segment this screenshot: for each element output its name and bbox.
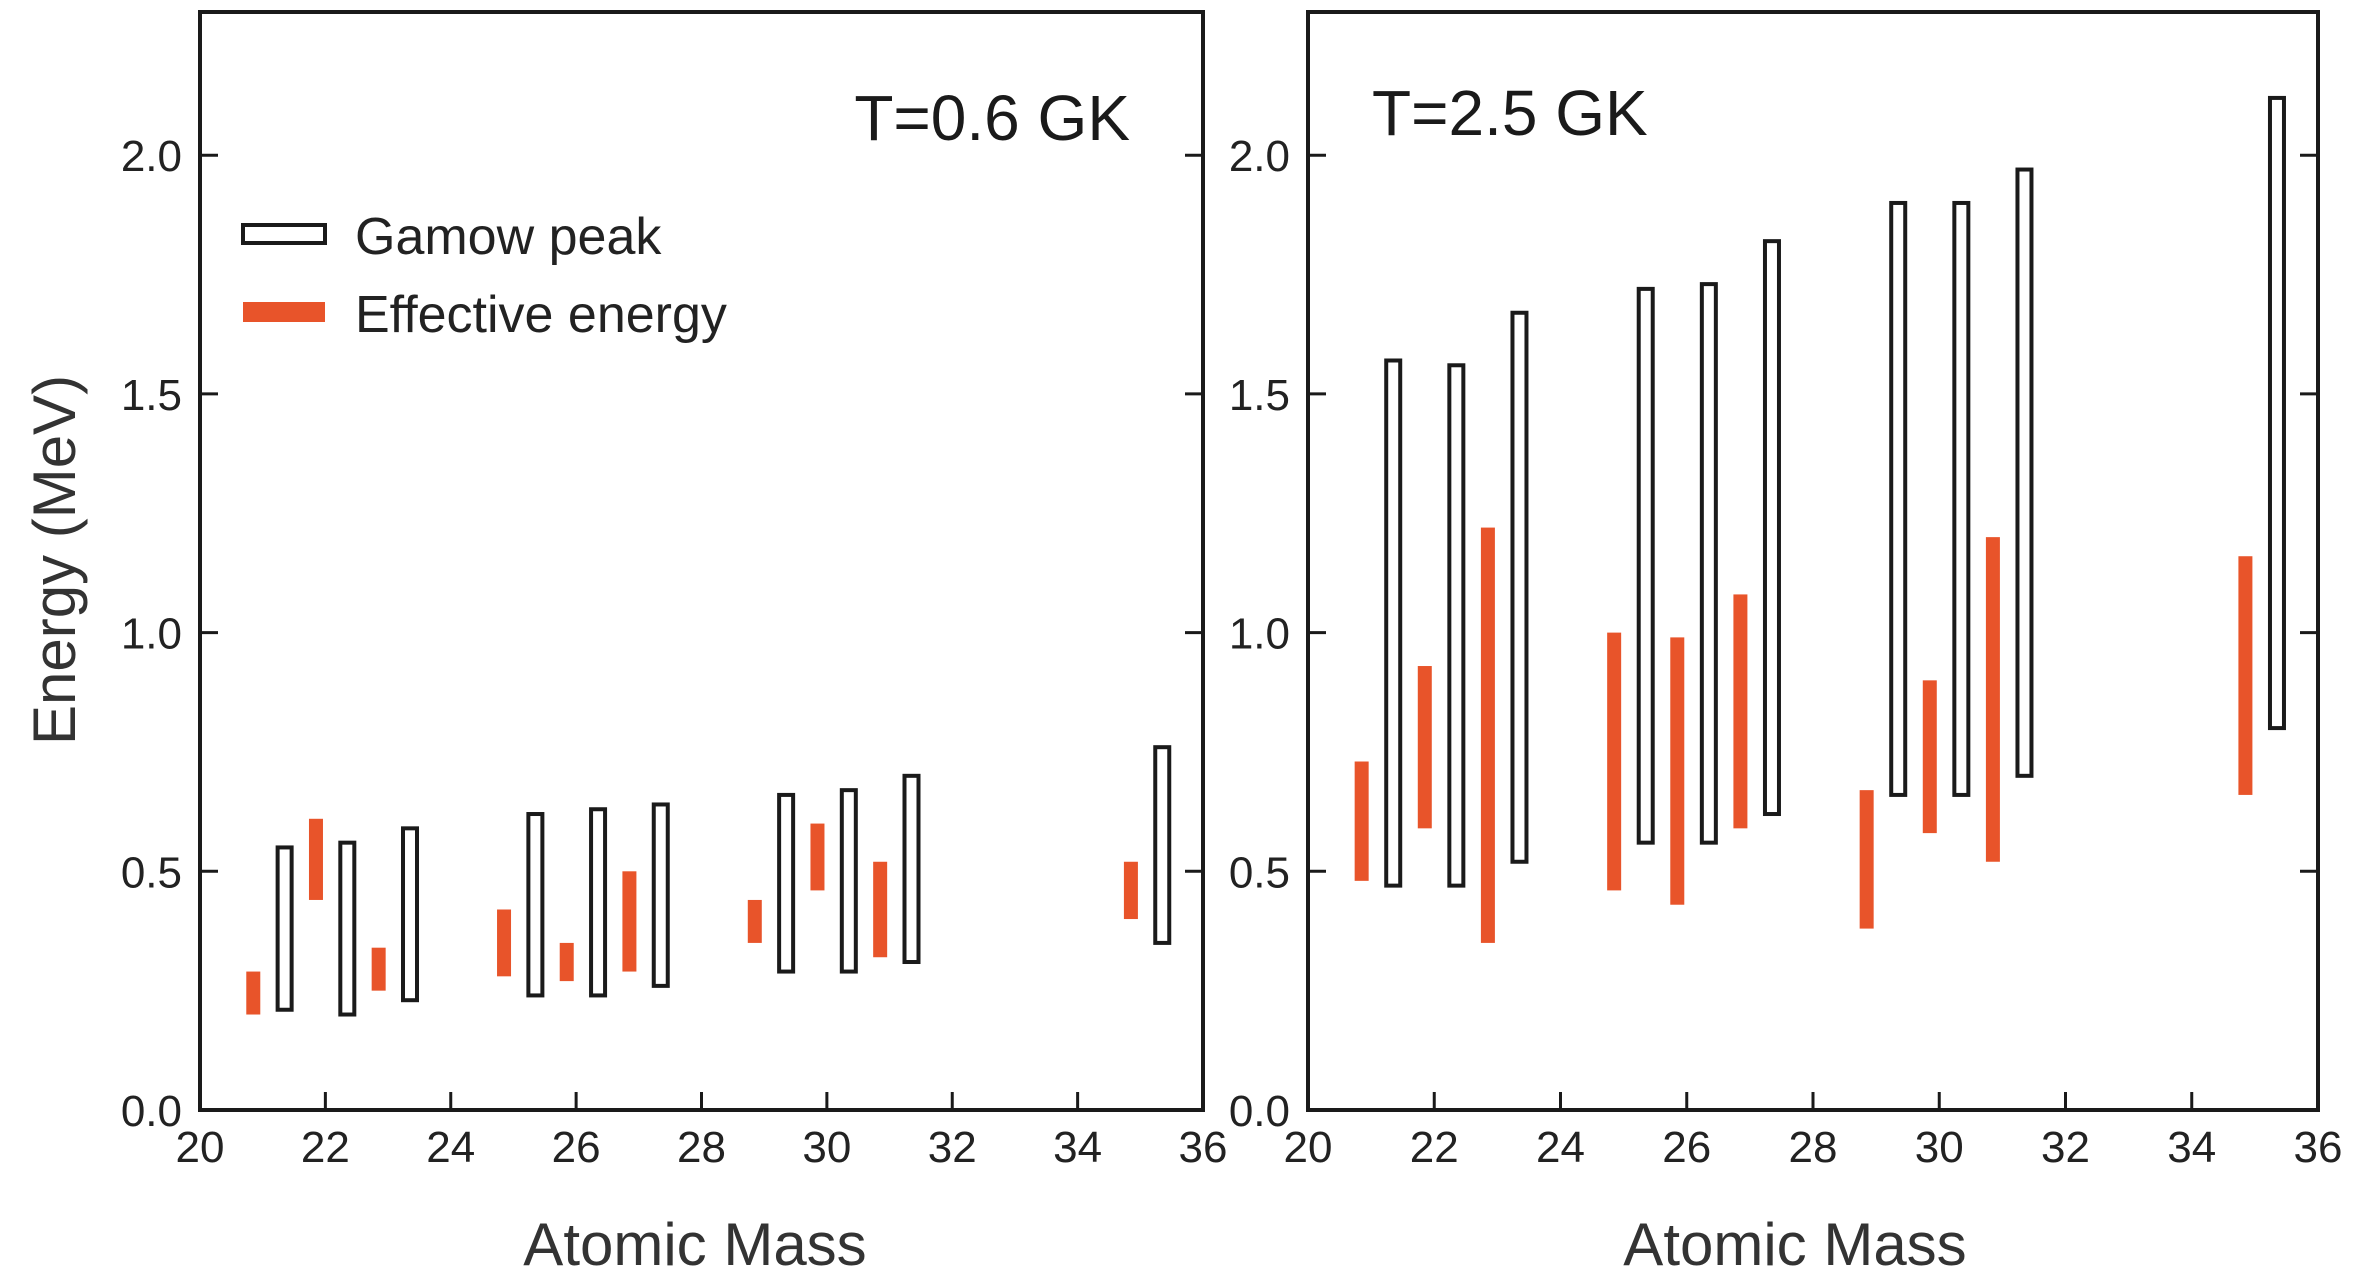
x-tick-label: 32 xyxy=(2041,1123,2090,1172)
gamow-peak-bar xyxy=(902,773,921,965)
gamow-peak-bar xyxy=(1384,358,1403,888)
y-tick-label: 0.0 xyxy=(1229,1087,1290,1136)
x-tick-label: 22 xyxy=(1410,1123,1459,1172)
gamow-peak-bar xyxy=(338,840,357,1017)
x-tick-label: 32 xyxy=(928,1123,977,1172)
x-tick-label: 34 xyxy=(2167,1123,2216,1172)
x-tick-label: 26 xyxy=(1662,1123,1711,1172)
y-tick-label: 1.5 xyxy=(121,371,182,420)
gamow-peak-bar xyxy=(1153,745,1172,945)
y-tick-label: 1.5 xyxy=(1229,371,1290,420)
axis-ticks: 20 22 24 26 28 30 32 34 36 0.0 0.5 1.0 1.5 2.0 xyxy=(121,132,1228,1172)
x-tick-label: 28 xyxy=(1789,1123,1838,1172)
range-bars xyxy=(1354,95,2286,943)
effective-energy-bar xyxy=(1123,861,1138,920)
effective-energy-bar xyxy=(308,818,323,900)
legend-swatch-gamow xyxy=(241,223,327,245)
effective-energy-bar xyxy=(497,909,512,977)
legend-label-effective: Effective energy xyxy=(355,286,727,344)
effective-energy-bar xyxy=(873,861,888,958)
effective-energy-bar xyxy=(1480,527,1495,943)
x-tick-label: 36 xyxy=(2294,1123,2343,1172)
x-tick-label: 22 xyxy=(301,1123,350,1172)
x-tick-label: 30 xyxy=(1915,1123,1964,1172)
axis-ticks: 20 22 24 26 28 30 32 34 36 0.0 0.5 1.0 1.5 2.0 xyxy=(1229,132,2343,1172)
effective-energy-bar xyxy=(810,823,825,891)
effective-energy-bar xyxy=(371,947,386,991)
gamow-peak-bar xyxy=(839,788,858,974)
gamow-peak-bar xyxy=(2267,95,2286,731)
effective-energy-bar xyxy=(1733,594,1748,829)
gamow-peak-bar xyxy=(1889,200,1908,797)
gamow-peak-bar xyxy=(2015,167,2034,778)
effective-energy-bar xyxy=(747,899,762,943)
gamow-peak-bar xyxy=(1762,239,1781,817)
gamow-peak-bar xyxy=(1510,310,1529,864)
x-tick-label: 20 xyxy=(176,1123,225,1172)
chart-panel-low-temperature: 20 22 24 26 28 30 32 34 36 0.0 0.5 1.0 1.5 2.0 T=0.6 … xyxy=(121,10,1228,1271)
x-tick-label: 24 xyxy=(1536,1123,1585,1172)
y-tick-label: 2.0 xyxy=(121,132,182,181)
effective-energy-bar xyxy=(622,871,637,972)
panel-label: T=2.5 GK xyxy=(1372,77,1648,149)
y-axis-title: Energy (MeV) xyxy=(21,375,88,745)
y-tick-label: 1.0 xyxy=(1229,610,1290,659)
legend-label-gamow: Gamow peak xyxy=(355,208,662,266)
x-tick-label: 28 xyxy=(677,1123,726,1172)
gamow-peak-bar xyxy=(777,792,796,974)
gamow-peak-bar xyxy=(651,802,670,988)
gamow-peak-bar xyxy=(1699,282,1718,845)
gamow-peak-bar xyxy=(1636,286,1655,845)
effective-energy-bar xyxy=(1859,790,1874,929)
x-tick-label: 26 xyxy=(552,1123,601,1172)
x-axis-title: Atomic Mass xyxy=(523,1211,866,1271)
x-tick-label: 36 xyxy=(1179,1123,1228,1172)
x-tick-label: 34 xyxy=(1053,1123,1102,1172)
effective-energy-bar xyxy=(1354,761,1369,881)
x-tick-label: 20 xyxy=(1284,1123,1333,1172)
effective-energy-bar xyxy=(1985,537,2000,862)
gamow-peak-bar xyxy=(526,812,545,998)
y-tick-label: 0.5 xyxy=(1229,848,1290,897)
effective-energy-bar xyxy=(1607,632,1622,891)
effective-energy-bar xyxy=(1670,637,1685,905)
range-bars xyxy=(246,745,1172,1017)
x-axis-title: Atomic Mass xyxy=(1623,1211,1966,1271)
gamow-peak-bar xyxy=(275,845,294,1012)
y-tick-label: 1.0 xyxy=(121,610,182,659)
effective-energy-bar xyxy=(559,942,574,982)
x-tick-label: 24 xyxy=(426,1123,475,1172)
effective-energy-bar xyxy=(1417,666,1432,829)
x-tick-label: 30 xyxy=(802,1123,851,1172)
panel-label: T=0.6 GK xyxy=(854,82,1130,154)
gamow-peak-bar xyxy=(589,807,608,998)
gamow-peak-bar xyxy=(401,826,420,1003)
chart-panel-high-temperature: 20 22 24 26 28 30 32 34 36 0.0 0.5 1.0 1.5 2.0 T=2.5 … xyxy=(1229,10,2343,1271)
effective-energy-bar xyxy=(246,971,261,1015)
y-tick-label: 0.5 xyxy=(121,848,182,897)
legend-swatch-effective xyxy=(243,302,325,322)
y-tick-label: 2.0 xyxy=(1229,132,1290,181)
y-tick-label: 0.0 xyxy=(121,1087,182,1136)
gamow-peak-bar xyxy=(1447,363,1466,888)
legend: Gamow peak Effective energy xyxy=(241,208,727,344)
effective-energy-bar xyxy=(2238,556,2253,795)
gamow-peak-bar xyxy=(1952,200,1971,797)
effective-energy-bar xyxy=(1922,680,1937,834)
